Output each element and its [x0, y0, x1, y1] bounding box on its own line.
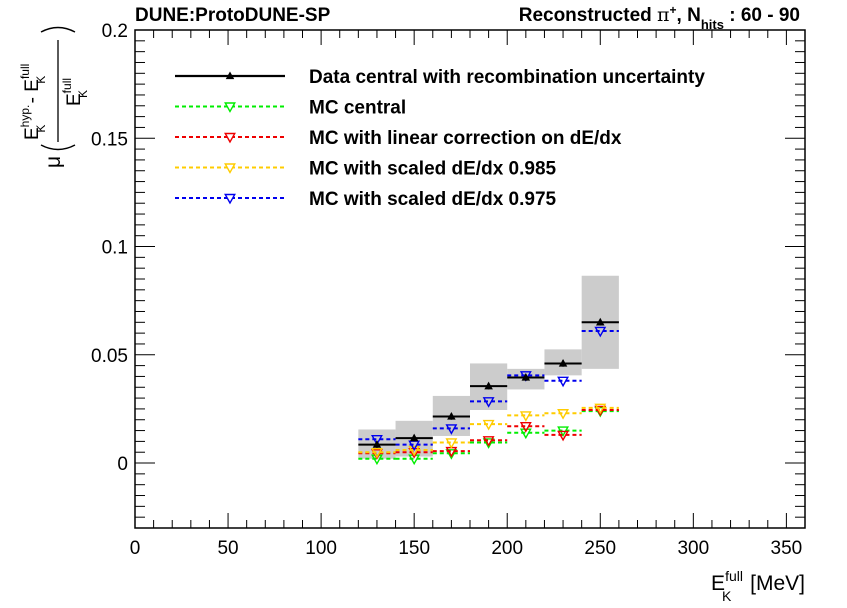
mc-marker — [482, 438, 495, 449]
x-tick-label: 200 — [491, 538, 523, 559]
x-tick-label: 150 — [398, 538, 430, 559]
mc-marker — [557, 430, 569, 442]
y-tick-labels: 0 0.05 0.1 0.15 0.2 — [91, 21, 128, 475]
x-tick-label: 350 — [771, 538, 803, 559]
legend: Data central with recombination uncertai… — [175, 67, 705, 210]
mc-marker — [445, 438, 458, 449]
axis-ticks — [134, 29, 806, 529]
y-label-numerator: Ehyp.K - EfullK — [18, 64, 48, 140]
legend-marker — [224, 102, 236, 113]
legend-label: MC with linear correction on dE/dx — [309, 128, 622, 149]
legend-marker — [224, 193, 236, 205]
experiment-label: DUNE:ProtoDUNE-SP — [135, 5, 331, 26]
data-marker — [558, 358, 568, 367]
y-label-right-paren — [40, 26, 76, 33]
y-tick-label: 0.1 — [102, 238, 128, 259]
mc-marker — [482, 436, 495, 447]
x-tick-label: 300 — [677, 538, 709, 559]
mc-marker — [519, 371, 532, 382]
x-tick-label: 0 — [130, 538, 141, 559]
mc-marker — [594, 403, 607, 415]
mc-marker — [445, 449, 458, 460]
y-tick-label: 0.15 — [91, 129, 128, 150]
mc-marker — [519, 411, 532, 422]
mc-marker — [594, 326, 607, 338]
data-marker — [447, 411, 456, 420]
x-axis-label: Efull K [MeV] — [711, 568, 805, 604]
mc-marker — [371, 448, 383, 459]
y-label-denominator: EfullK — [60, 78, 90, 106]
y-axis-label: μ Ehyp.K - EfullK EfullK — [18, 26, 90, 168]
mc-marker — [482, 397, 495, 408]
y-tick-label: 0.05 — [91, 346, 128, 367]
mc-marker — [557, 409, 569, 420]
mc-marker — [371, 454, 383, 466]
x-tick-label: 50 — [217, 538, 238, 559]
x-tick-labels: 0 50 100 150 200 250 300 350 — [130, 538, 803, 559]
legend-marker — [225, 71, 235, 80]
mc-marker — [557, 376, 569, 388]
data-marker — [372, 440, 382, 448]
mc-marker — [371, 435, 383, 446]
mc-marker — [519, 428, 532, 440]
data-marker — [409, 433, 419, 442]
mc-marker — [519, 422, 532, 433]
x-tick-label: 100 — [305, 538, 337, 559]
y-tick-label: 0 — [117, 454, 128, 475]
y-label-mu: μ — [42, 156, 65, 168]
data-marker — [596, 317, 605, 326]
x-tick-label: 250 — [584, 538, 616, 559]
mc-marker — [408, 445, 421, 457]
mc-marker — [482, 419, 495, 431]
data-marker — [521, 373, 531, 381]
legend-marker — [224, 163, 236, 174]
y-label-left-paren — [40, 144, 76, 151]
chart-title: Reconstructed π+, Nhits : 60 - 90 — [519, 3, 800, 32]
data-marker — [484, 381, 493, 390]
legend-label: MC with scaled dE/dx 0.985 — [309, 159, 557, 180]
series-layer — [358, 317, 619, 466]
mc-marker — [594, 405, 607, 417]
legend-marker — [224, 132, 236, 144]
legend-label: MC central — [309, 98, 406, 119]
legend-label: MC with scaled dE/dx 0.975 — [309, 189, 557, 210]
legend-label: Data central with recombination uncertai… — [309, 67, 705, 88]
y-tick-label: 0.2 — [102, 21, 128, 42]
mc-marker — [445, 424, 458, 435]
